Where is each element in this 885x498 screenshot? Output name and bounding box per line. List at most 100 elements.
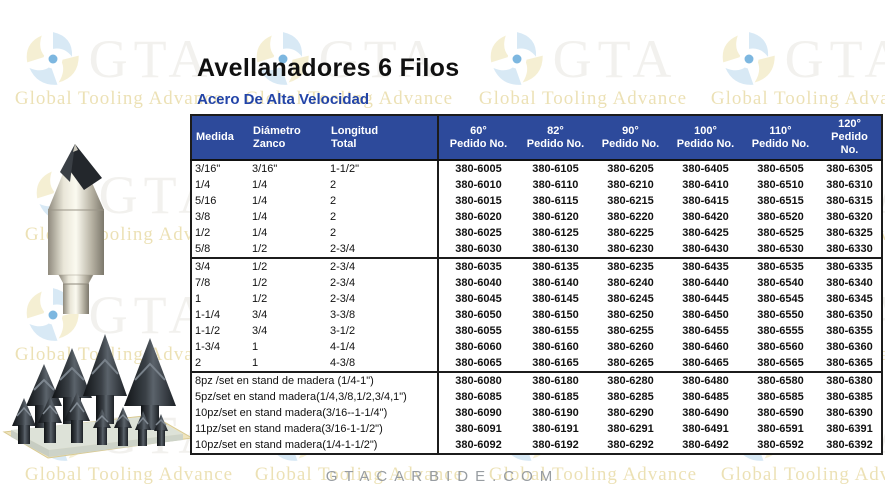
- order-number-cell: 380-6010: [437, 177, 518, 193]
- order-number-cell: 380-6310: [826, 179, 873, 191]
- order-number-cell: 380-6015: [437, 193, 518, 209]
- order-number-cell: 380-6450: [682, 309, 729, 321]
- order-number-cell: 380-6425: [682, 227, 729, 239]
- dimension-cell: 1: [252, 341, 259, 353]
- order-number-cell: 380-6505: [757, 163, 804, 175]
- dimension-cell: 1/4: [252, 227, 268, 239]
- order-number-cell: 380-6510: [757, 179, 804, 191]
- dimension-cell: 3/4: [252, 325, 268, 337]
- order-number-cell: 380-6585: [757, 391, 804, 403]
- countersink-bit-illustration: [48, 144, 104, 314]
- dimension-cell: 4-3/8: [330, 357, 356, 369]
- watermark-brand-text: GTA: [88, 29, 214, 89]
- table-row: 5pz/set en stand madera(1/4,3/8,1/2,3/4,…: [191, 389, 882, 405]
- table-row: 10pz/set en stand madera(1/4-1-1/2") 380-…: [191, 437, 882, 454]
- table-row: 1 1/2 2-3/4 380-6045 380-6145 380-6245 380-644…: [191, 291, 882, 307]
- order-number-cell: 380-6560: [757, 341, 804, 353]
- dimension-cell: 1/2: [249, 257, 327, 275]
- order-number-cell: 380-6465: [682, 357, 729, 369]
- dimension-cell: 5/16: [195, 195, 217, 207]
- column-header: 82° Pedido No.: [518, 115, 593, 161]
- order-number-cell: 380-6520: [757, 211, 804, 223]
- dimension-cell: 2-3/4: [327, 257, 438, 275]
- website-footer: GTACARBIDE.COM: [325, 468, 560, 485]
- dimension-cell: 3-1/2: [330, 325, 356, 337]
- order-number-cell: 380-6305: [826, 163, 873, 175]
- table-row: 10pz/set en stand madera(3/16--1-1/4") 38…: [191, 405, 882, 421]
- order-number-cell: 380-6145: [532, 293, 579, 305]
- order-number-cell: 380-6490: [682, 407, 729, 419]
- order-number-cell: 380-6065: [437, 355, 518, 372]
- gta-logo-icon: [26, 32, 79, 85]
- order-number-cell: 380-6525: [757, 227, 804, 239]
- order-number-cell: 380-6205: [607, 163, 654, 175]
- order-number-cell: 380-6492: [682, 439, 729, 451]
- set-description-cell: 10pz/set en stand madera(1/4-1-1/2"): [195, 439, 378, 451]
- table-row: 2 1 4-3/8 380-6065 380-6165 380-6265 380-6465 3…: [191, 355, 882, 372]
- order-number-cell: 380-6265: [607, 357, 654, 369]
- order-number-cell: 380-6315: [826, 195, 873, 207]
- order-number-cell: 380-6320: [826, 211, 873, 223]
- order-number-cell: 380-6245: [607, 293, 654, 305]
- dimension-cell: 2: [330, 195, 337, 207]
- order-number-cell: 380-6090: [437, 405, 518, 421]
- table-row: 1/4 1/4 2 380-6010 380-6110 380-6210 380-6410 3…: [191, 177, 882, 193]
- order-number-cell: 380-6590: [757, 407, 804, 419]
- order-number-cell: 380-6380: [818, 371, 882, 389]
- column-header: 90° Pedido No.: [593, 115, 668, 161]
- table-row: 7/8 1/2 2-3/4 380-6040 380-6140 380-6240 380-6…: [191, 275, 882, 291]
- order-number-cell: 380-6080: [437, 371, 518, 389]
- order-number-cell: 380-6592: [757, 439, 804, 451]
- order-number-cell: 380-6180: [518, 371, 593, 389]
- table-header: Medida Diámetro Zanco Longitud Total 60° Pedid…: [191, 115, 882, 161]
- order-number-cell: 380-6420: [682, 211, 729, 223]
- order-number-cell: 380-6540: [757, 277, 804, 289]
- dimension-cell: 7/8: [195, 277, 211, 289]
- order-number-cell: 380-6350: [826, 309, 873, 321]
- watermark-brand-text: GTA: [552, 29, 678, 89]
- set-description-cell: 10pz/set en stand madera(3/16--1-1/4"): [195, 407, 388, 419]
- order-number-cell: 380-6491: [682, 423, 729, 435]
- order-number-cell: 380-6055: [437, 323, 518, 339]
- order-number-cell: 380-6125: [532, 227, 579, 239]
- order-number-cell: 380-6410: [682, 179, 729, 191]
- order-number-cell: 380-6435: [668, 257, 743, 275]
- order-number-cell: 380-6225: [607, 227, 654, 239]
- column-header: 60° Pedido No.: [437, 115, 518, 161]
- order-number-cell: 380-6550: [757, 309, 804, 321]
- order-number-cell: 380-6192: [532, 439, 579, 451]
- order-number-cell: 380-6190: [532, 407, 579, 419]
- order-number-cell: 380-6005: [437, 160, 518, 177]
- order-number-cell: 380-6515: [757, 195, 804, 207]
- dimension-cell: 2: [330, 211, 337, 223]
- order-number-cell: 380-6020: [437, 209, 518, 225]
- dimension-cell: 2-3/4: [330, 277, 356, 289]
- order-number-cell: 380-6565: [757, 357, 804, 369]
- order-number-cell: 380-6160: [532, 341, 579, 353]
- order-number-cell: 380-6445: [682, 293, 729, 305]
- order-number-cell: 380-6135: [518, 257, 593, 275]
- order-number-cell: 380-6240: [607, 277, 654, 289]
- order-number-cell: 380-6230: [607, 243, 654, 255]
- dimension-cell: 5/8: [195, 243, 211, 255]
- order-number-cell: 380-6215: [607, 195, 654, 207]
- order-number-cell: 380-6115: [532, 195, 579, 207]
- dimension-cell: 1-1/4: [195, 309, 221, 321]
- order-number-cell: 380-6060: [437, 339, 518, 355]
- table-row: 1-3/4 1 4-1/4 380-6060 380-6160 380-6260 380-6…: [191, 339, 882, 355]
- order-number-cell: 380-6440: [682, 277, 729, 289]
- watermark-tagline-text: Global Tooling Advance: [478, 88, 688, 109]
- order-number-cell: 380-6091: [437, 421, 518, 437]
- order-number-cell: 380-6535: [743, 257, 818, 275]
- order-number-cell: 380-6460: [682, 341, 729, 353]
- dimension-cell: 1: [195, 293, 202, 305]
- dimension-cell: 3/16": [252, 163, 278, 175]
- order-number-cell: 380-6365: [826, 357, 873, 369]
- set-description-cell: 11pz/set en stand madera(3/16-1-1/2"): [195, 423, 383, 435]
- order-number-cell: 380-6291: [607, 423, 654, 435]
- dimension-cell: 1/4: [195, 179, 211, 191]
- order-number-cell: 380-6165: [532, 357, 579, 369]
- order-number-cell: 380-6050: [437, 307, 518, 323]
